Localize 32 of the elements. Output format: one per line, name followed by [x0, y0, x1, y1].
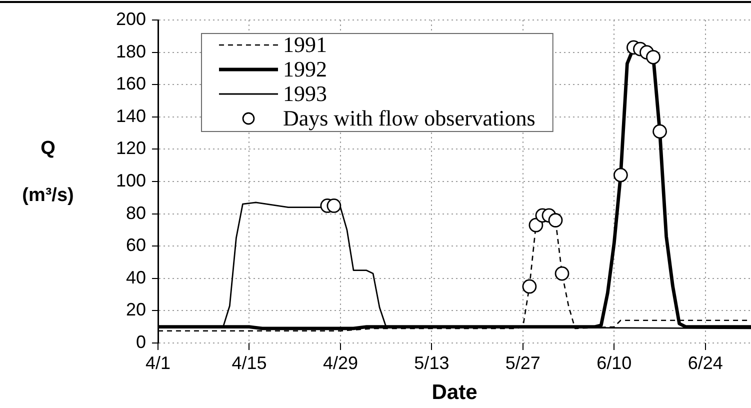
- point: [522, 279, 537, 294]
- x-tick-label: 5/13: [414, 352, 450, 373]
- point: [652, 124, 667, 139]
- point: [646, 50, 660, 64]
- y-tick-label: 100: [116, 170, 146, 190]
- y-tick-label: 140: [116, 106, 146, 126]
- y-tick-label: 80: [126, 202, 146, 223]
- x-tick-label: 6/10: [596, 352, 632, 373]
- legend-label: 1993: [283, 80, 327, 106]
- point: [613, 168, 628, 182]
- y-tick-label: 60: [126, 235, 146, 256]
- y-tick-label: 0: [136, 332, 146, 352]
- point: [326, 198, 342, 213]
- x-axis-title: Date: [432, 381, 478, 404]
- point: [548, 213, 563, 228]
- x-tick-label: 4/15: [232, 352, 267, 373]
- y-tick-label: 180: [116, 41, 146, 62]
- y-tick-label: 200: [116, 8, 146, 29]
- x-tick-label: 4/1: [145, 352, 171, 373]
- x-tick-label: 6/24: [688, 352, 723, 373]
- legend-label: Days with flow observations: [283, 105, 536, 130]
- text: Q (m³/s): [22, 138, 74, 206]
- point: [528, 218, 544, 232]
- x-tick-label: 4/29: [322, 352, 358, 373]
- point: [554, 266, 570, 281]
- y-tick-label: 120: [116, 138, 146, 158]
- y-tick-label: 40: [126, 267, 146, 288]
- legend-label: 1991: [283, 32, 327, 57]
- x-tick-label: 5/27: [505, 352, 540, 373]
- y-tick-label: 160: [116, 74, 146, 94]
- legend-label: 1992: [283, 56, 327, 82]
- y-tick-label: 20: [126, 300, 146, 320]
